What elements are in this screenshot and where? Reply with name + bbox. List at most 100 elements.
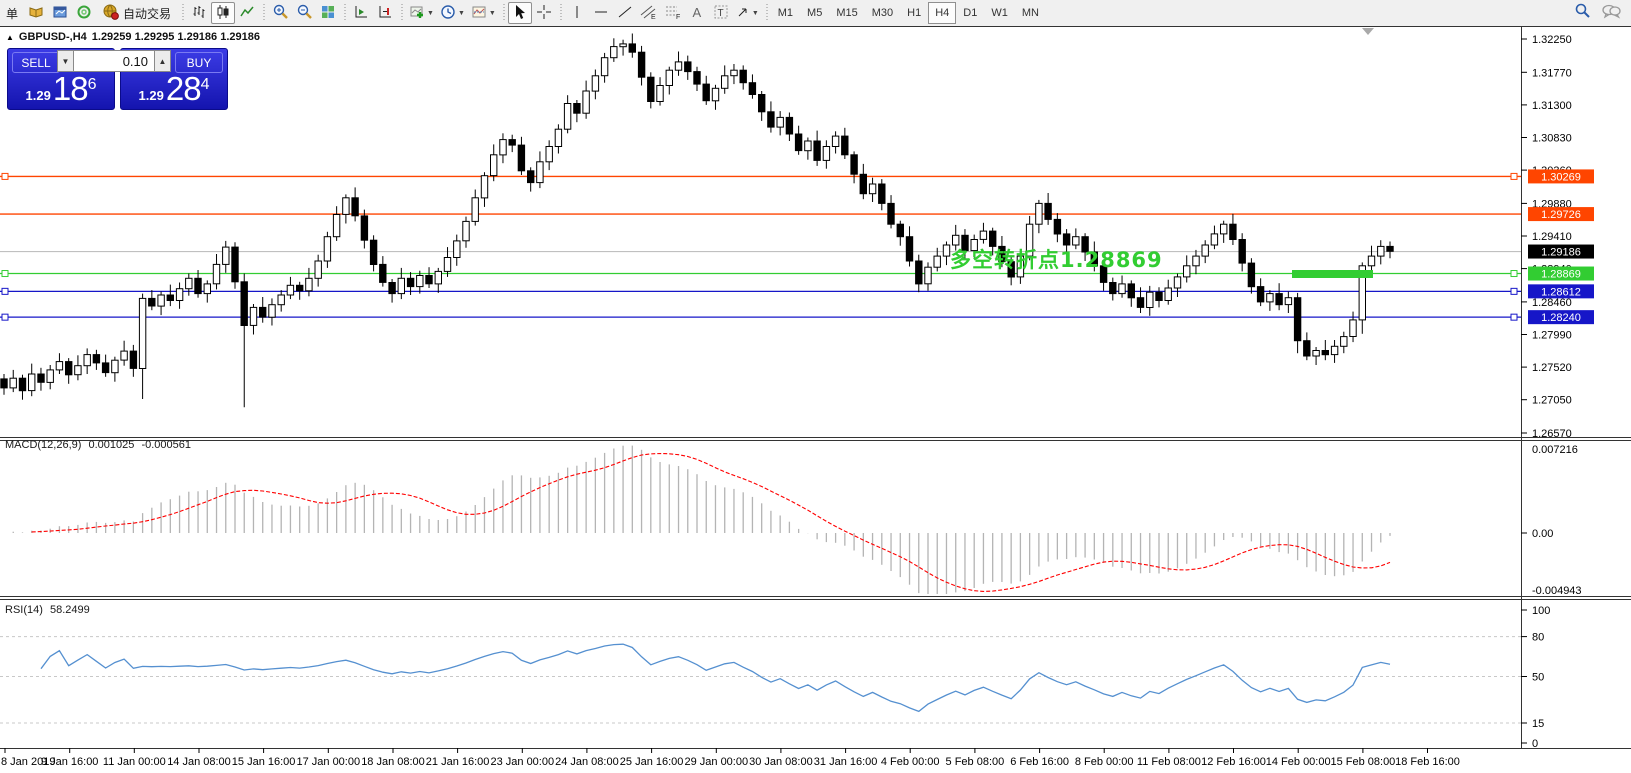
turning-point-annotation[interactable]: 多空转折点1.28869: [950, 248, 1163, 272]
crosshair-button[interactable]: [532, 2, 556, 24]
toolbar-grip[interactable]: [260, 4, 268, 22]
zoom-out-icon: [296, 3, 313, 23]
tab-m5-label: M5: [807, 7, 823, 19]
toolbar-grip[interactable]: [556, 4, 564, 22]
rsi-name: RSI(14): [5, 604, 43, 616]
trendline-button[interactable]: [613, 2, 637, 24]
fibonacci-icon: F: [664, 4, 681, 23]
search-icon[interactable]: [1574, 2, 1591, 24]
chevron-down-icon: ▼: [488, 9, 496, 17]
text-icon: A: [689, 4, 705, 23]
svg-text:6 Feb 16:00: 6 Feb 16:00: [1010, 756, 1069, 768]
cursor-icon: [512, 4, 528, 23]
bar-chart-button[interactable]: [187, 2, 211, 24]
text-button[interactable]: A: [685, 2, 709, 24]
svg-text:1.27050: 1.27050: [1532, 395, 1572, 407]
indicators-button[interactable]: ▼: [406, 2, 437, 24]
chat-icon[interactable]: [1601, 3, 1621, 24]
svg-text:0: 0: [1532, 738, 1538, 750]
svg-text:23 Jan 00:00: 23 Jan 00:00: [490, 756, 554, 768]
text-label-button[interactable]: T: [709, 2, 733, 24]
svg-text:1.31770: 1.31770: [1532, 67, 1572, 79]
chart-canvas[interactable]: 1.322501.317701.313001.308301.303601.298…: [0, 26, 1631, 773]
toolbar-grip[interactable]: [762, 4, 770, 22]
candlestick-chart-icon: [215, 4, 231, 23]
buy-button[interactable]: BUY: [175, 52, 223, 73]
tab-mn[interactable]: MN: [1015, 2, 1046, 24]
line-chart-button[interactable]: [235, 2, 259, 24]
channel-button[interactable]: E: [637, 2, 661, 24]
turning-point-zone[interactable]: [1292, 270, 1373, 278]
svg-text:30 Jan 08:00: 30 Jan 08:00: [749, 756, 813, 768]
toolbar-grip[interactable]: [398, 4, 406, 22]
svg-text:1.28869: 1.28869: [1541, 269, 1581, 281]
svg-text:9 Jan 16:00: 9 Jan 16:00: [41, 756, 99, 768]
volume-field[interactable]: 0.10: [74, 50, 154, 72]
svg-text:1.29726: 1.29726: [1541, 209, 1581, 221]
rsi-indicator-label: RSI(14) 58.2499: [5, 604, 94, 616]
toolbar-grip[interactable]: [499, 4, 507, 22]
crosshair-icon: [536, 4, 552, 23]
zoom-in-button[interactable]: [268, 2, 292, 24]
tab-m30[interactable]: M30: [865, 2, 900, 24]
svg-text:0.00: 0.00: [1532, 528, 1553, 540]
cursor-button[interactable]: [507, 2, 532, 24]
tab-m15[interactable]: M15: [829, 2, 864, 24]
tile-windows-button[interactable]: [316, 2, 340, 24]
auto-scroll-button[interactable]: [349, 2, 373, 24]
svg-text:8 Feb 00:00: 8 Feb 00:00: [1075, 756, 1134, 768]
buy-price: 1.29284: [121, 70, 227, 108]
svg-text:100: 100: [1532, 605, 1550, 617]
templates-button[interactable]: ▼: [468, 2, 499, 24]
chart-window-button[interactable]: [48, 2, 72, 24]
svg-text:4 Feb 00:00: 4 Feb 00:00: [881, 756, 940, 768]
collapse-triangle-icon[interactable]: ▲: [6, 32, 14, 42]
tab-m30-label: M30: [871, 7, 894, 19]
tab-h1[interactable]: H1: [900, 2, 928, 24]
history-button[interactable]: [24, 2, 48, 24]
svg-text:1.28240: 1.28240: [1541, 312, 1581, 324]
candlesticks: [0, 33, 1394, 408]
svg-text:21 Jan 16:00: 21 Jan 16:00: [426, 756, 490, 768]
chart-shift-marker[interactable]: [1362, 28, 1374, 35]
history-icon: [28, 4, 44, 23]
macd-signal-value: -0.000561: [141, 439, 191, 451]
tab-d1[interactable]: D1: [956, 2, 984, 24]
zoom-out-button[interactable]: [292, 2, 316, 24]
channel-icon: E: [640, 4, 657, 23]
tab-m1[interactable]: M1: [771, 2, 800, 24]
svg-text:1.30269: 1.30269: [1541, 171, 1581, 183]
tab-m5[interactable]: M5: [800, 2, 829, 24]
svg-text:14 Jan 08:00: 14 Jan 08:00: [167, 756, 231, 768]
symbol-title-bar[interactable]: ▲ GBPUSD-,H4 1.29259 1.29295 1.29186 1.2…: [6, 31, 260, 43]
svg-text:14 Feb 00:00: 14 Feb 00:00: [1266, 756, 1331, 768]
volume-increase-button[interactable]: ▲: [154, 50, 171, 72]
rsi-pane: 100 80 50 15 0: [0, 605, 1550, 750]
chevron-down-icon: ▼: [751, 9, 759, 17]
svg-text:31 Jan 16:00: 31 Jan 16:00: [814, 756, 878, 768]
buy-price-prefix: 1.29: [138, 88, 164, 103]
rsi-value: 58.2499: [49, 604, 90, 616]
tab-h4[interactable]: H4: [928, 2, 957, 24]
vertical-line-button[interactable]: [565, 2, 589, 24]
svg-text:25 Jan 16:00: 25 Jan 16:00: [620, 756, 684, 768]
periods-button[interactable]: ▼: [437, 2, 468, 24]
auto-trading-button[interactable]: 自动交易: [96, 2, 178, 24]
toolbar-grip[interactable]: [341, 4, 349, 22]
svg-text:12 Feb 16:00: 12 Feb 16:00: [1201, 756, 1266, 768]
indicators-icon: [409, 4, 425, 23]
volume-decrease-button[interactable]: ▼: [57, 50, 74, 72]
fibonacci-button[interactable]: F: [661, 2, 685, 24]
tab-w1[interactable]: W1: [984, 2, 1015, 24]
market-watch-button[interactable]: [72, 2, 96, 24]
chart-shift-button[interactable]: [373, 2, 397, 24]
chevron-down-icon: ▼: [427, 9, 434, 17]
arrows-button[interactable]: ▼: [733, 2, 762, 24]
symbol-ohlc: 1.29259 1.29295 1.29186 1.29186: [91, 31, 260, 43]
toolbar-grip[interactable]: [179, 4, 187, 22]
new-order-button[interactable]: 单: [0, 2, 24, 24]
horizontal-line-button[interactable]: [589, 2, 613, 24]
candlestick-chart-button[interactable]: [211, 2, 236, 24]
